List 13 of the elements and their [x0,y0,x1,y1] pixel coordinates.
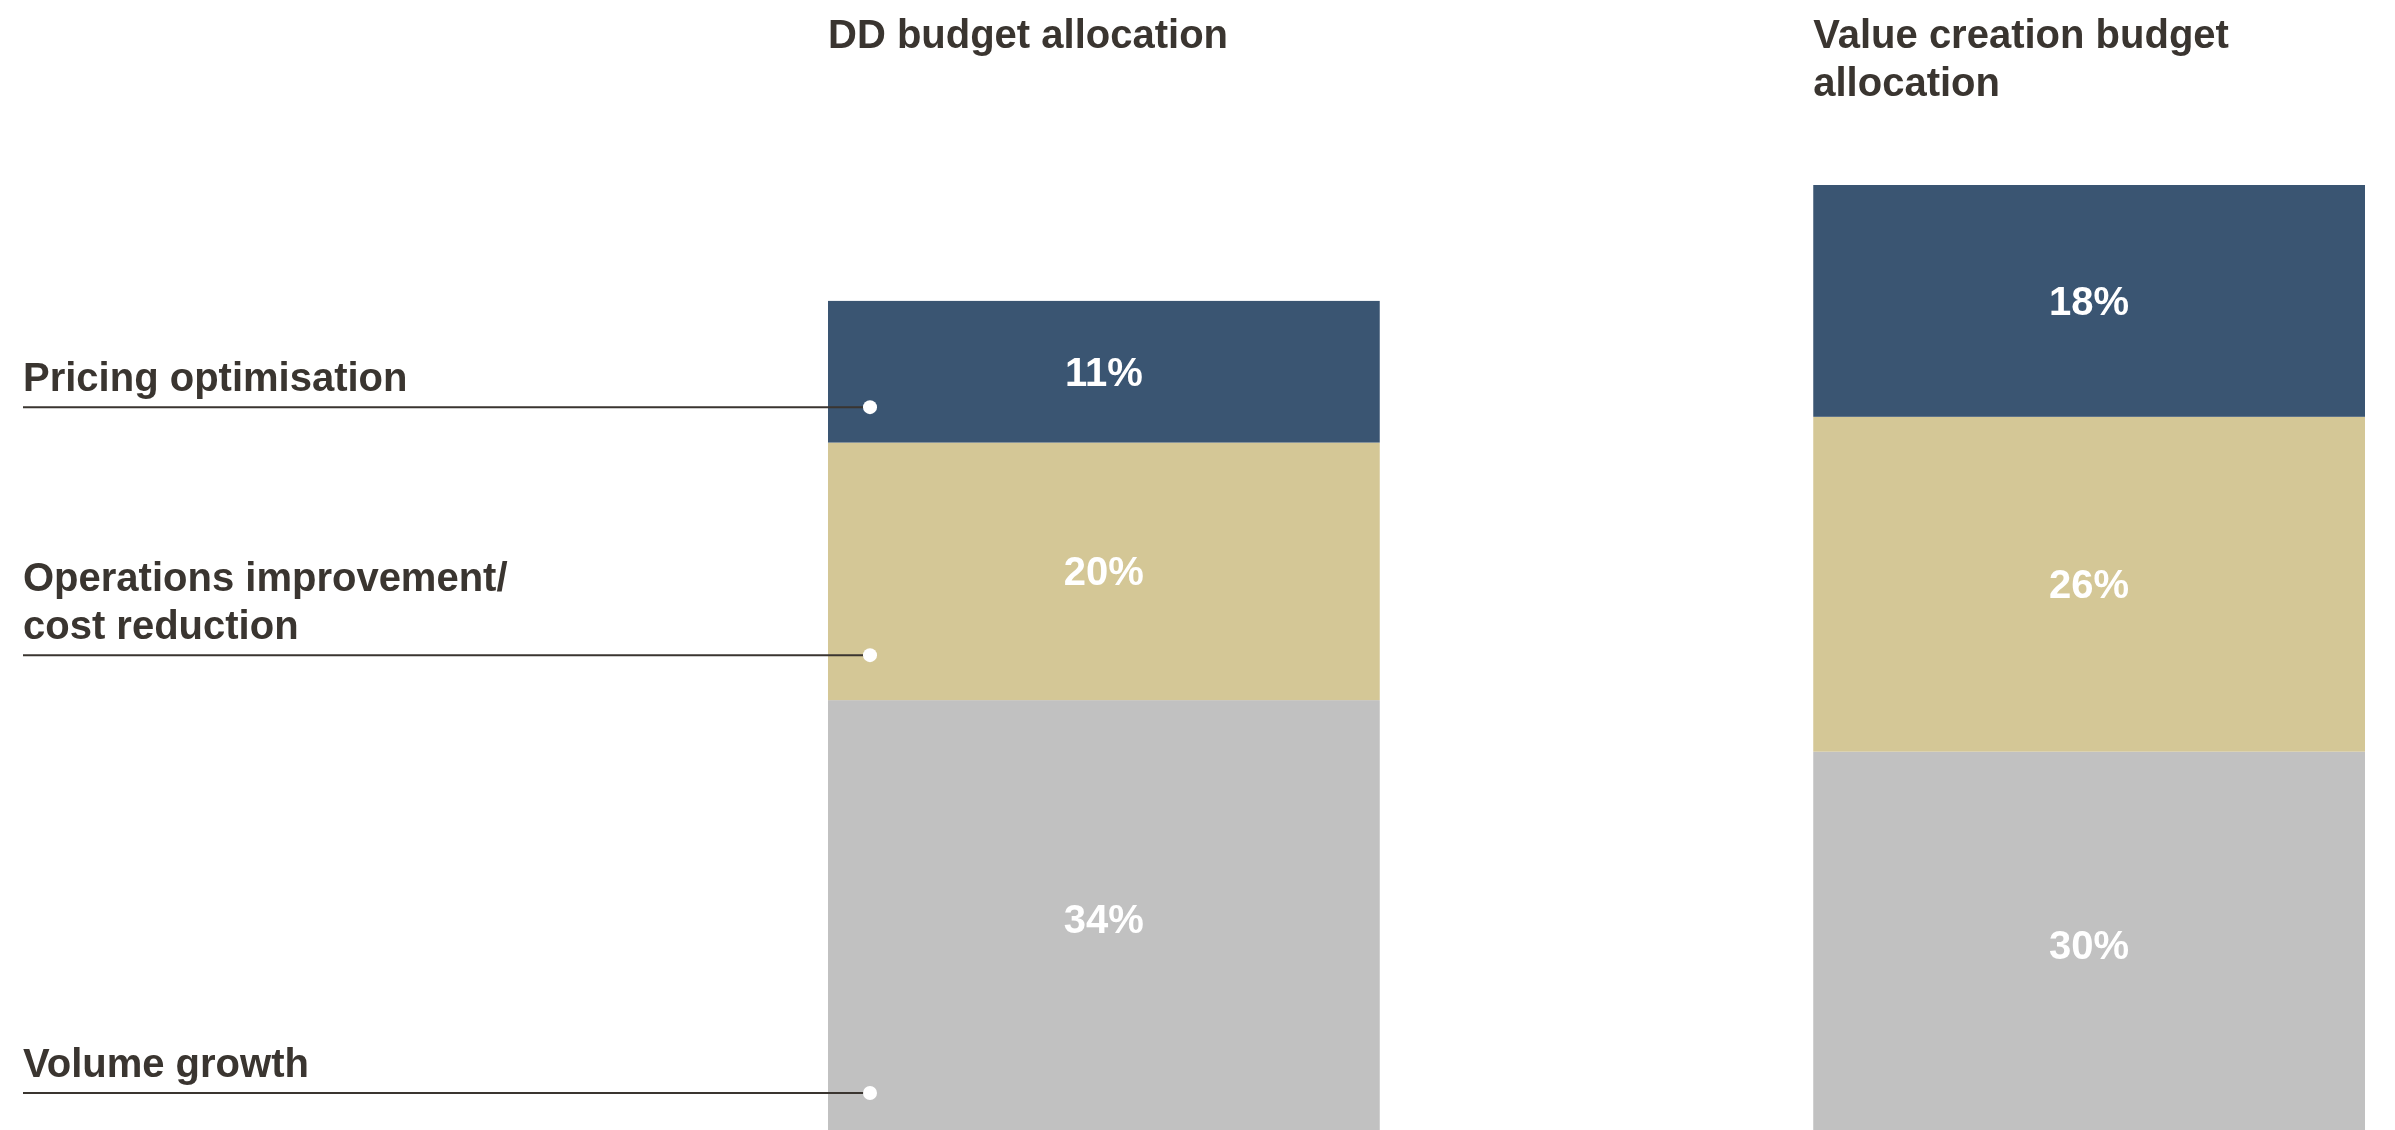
text: Pricing optimisation [23,355,408,400]
data-label: 34% [1063,897,1144,942]
bar [828,300,1380,443]
x-tick-label: Value creation budget allocation [1813,12,2229,104]
data-label: 18% [2049,278,2130,323]
bar [1813,185,2365,417]
x-tick-label: DD budget allocation [828,12,1228,56]
text: Operations improvement/ cost reduction [23,555,508,648]
data-label: 20% [1063,549,1144,594]
data-label: 30% [2049,922,2130,967]
text: Volume growth [23,1041,309,1085]
data-label: 11% [1064,349,1143,394]
data-label: 26% [2049,562,2130,607]
